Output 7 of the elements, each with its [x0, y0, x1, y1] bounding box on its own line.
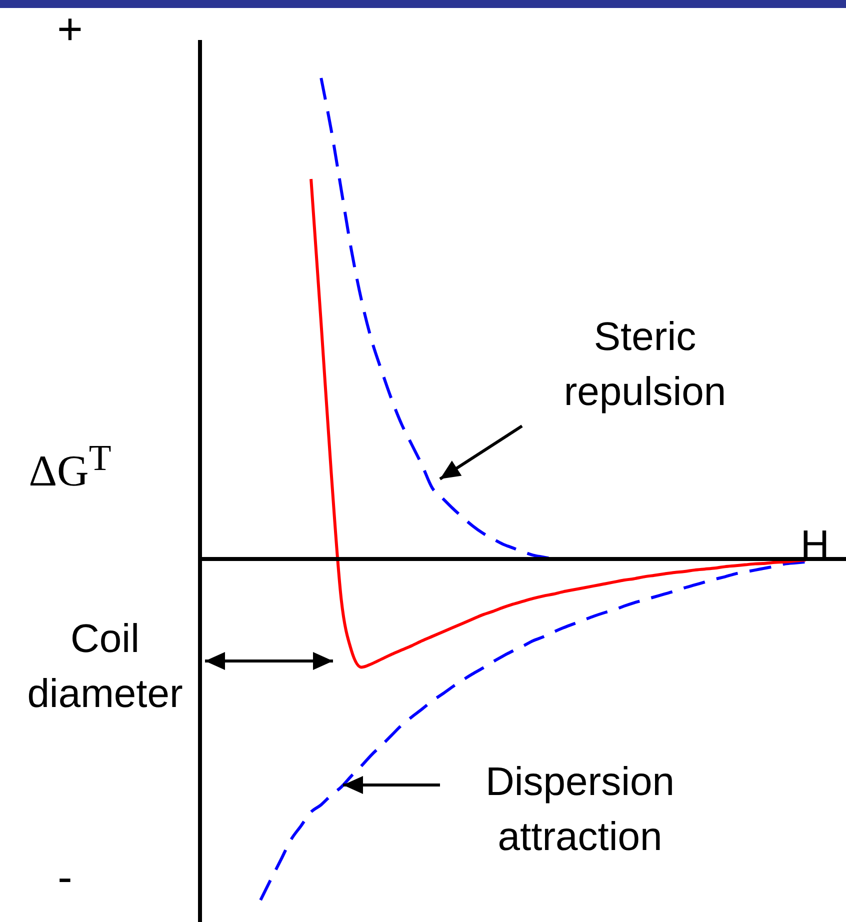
x-axis-title: H [800, 522, 830, 569]
text: Coil diameter [26, 616, 184, 718]
annotation: Steric repulsion [562, 314, 728, 416]
annotation: Dispersion attraction [484, 759, 676, 861]
y-axis-title: ΔG$^{T}$ [28, 436, 112, 498]
text: + [56, 4, 84, 56]
text: - [56, 852, 74, 904]
